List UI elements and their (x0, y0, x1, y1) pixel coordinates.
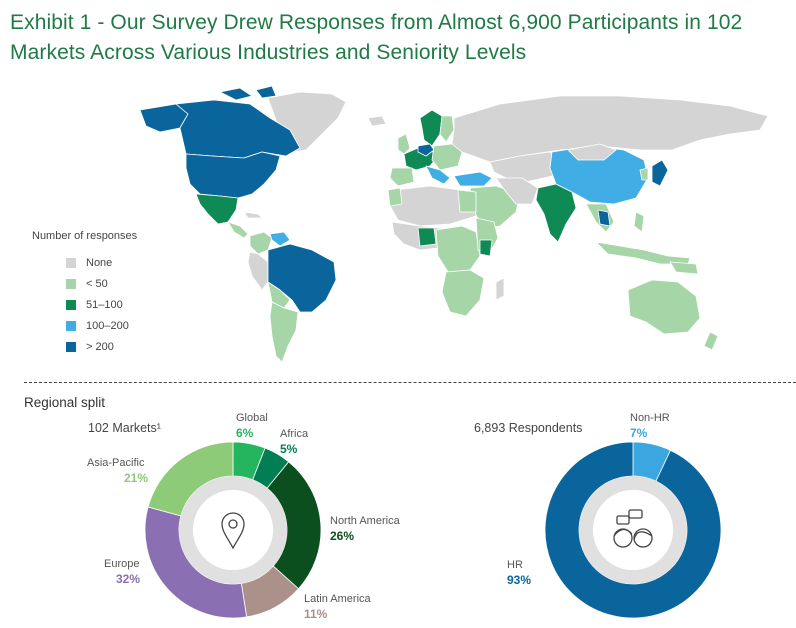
map-new-guinea (669, 261, 699, 275)
map-morocco (387, 187, 403, 207)
map-germany (417, 143, 435, 157)
slice-value-global: 6% (236, 426, 254, 440)
slice-label-hr: HR (507, 559, 523, 571)
slice-label-africa: Africa (280, 428, 309, 440)
slice-label-global: Global (236, 412, 268, 424)
world-map (139, 85, 769, 363)
map-nigeria (417, 227, 437, 247)
map-argentina (269, 301, 299, 363)
map-australia (627, 279, 701, 335)
legend-item: 51–100 (32, 294, 137, 315)
legend-item: > 200 (32, 336, 137, 357)
slice-label-non-hr: Non-HR (630, 412, 670, 424)
map-china (549, 145, 649, 205)
legend-item: 100–200 (32, 315, 137, 336)
slice-value-hr: 93% (507, 573, 532, 587)
markets-subtitle: 102 Markets¹ (88, 421, 161, 435)
map-central-america (227, 221, 249, 239)
map-philippines (633, 211, 645, 233)
map-finland (439, 115, 455, 143)
map-canada (175, 99, 301, 159)
donut-slice-europe (144, 506, 248, 619)
legend-title: Number of responses (32, 230, 138, 242)
map-iberia (389, 167, 415, 187)
legend-label: 100–200 (86, 319, 129, 332)
map-bolivia (267, 281, 291, 309)
slice-value-africa: 5% (280, 442, 298, 456)
map-central-africa (435, 225, 481, 273)
legend-label: < 50 (86, 277, 108, 290)
map-new-zealand (703, 331, 719, 351)
slice-label-latin-america: Latin America (304, 593, 371, 605)
legend-swatch (66, 320, 76, 331)
map-peru (247, 251, 269, 291)
legend-swatch (66, 341, 76, 352)
donut-center (193, 490, 273, 570)
map-madagascar (495, 277, 505, 301)
two-people-chat-icon (613, 509, 653, 548)
slice-value-europe: 32% (116, 572, 141, 586)
map-thailand (597, 209, 611, 227)
slice-label-europe: Europe (104, 558, 140, 570)
map-japan (651, 159, 669, 187)
donut-slice-hr (544, 441, 722, 619)
map-north-africa (389, 185, 477, 227)
slice-label-north-america: North America (330, 515, 400, 527)
page-title: Exhibit 1 - Our Survey Drew Responses fr… (10, 11, 743, 64)
map-turkey (453, 171, 493, 187)
map-arctic-islands (219, 85, 277, 101)
legend-label: > 200 (86, 340, 114, 353)
slice-value-asia-pacific: 21% (124, 471, 149, 485)
respondents-subtitle: 6,893 Respondents (474, 421, 583, 435)
map-iceland (367, 115, 387, 127)
legend-swatch (66, 299, 76, 310)
map-scandinavia (419, 109, 443, 147)
map-kenya (479, 239, 493, 257)
map-venezuela (269, 231, 291, 247)
legend-label: None (86, 256, 113, 269)
map-mongolia (567, 143, 617, 161)
map-legend: Number of responses None < 50 51–100 100… (32, 230, 137, 357)
legend-item: None (32, 252, 137, 273)
map-iran (495, 177, 539, 205)
map-indonesia (595, 241, 691, 265)
map-usa (185, 151, 281, 199)
location-pin-icon (221, 512, 245, 550)
map-italy-balkans (425, 165, 451, 185)
map-korea (639, 167, 649, 181)
map-central-asia (489, 151, 561, 183)
map-uk (397, 133, 411, 155)
map-southern-africa (441, 269, 485, 317)
map-caribbean (243, 211, 263, 219)
donut-center (593, 490, 673, 570)
slice-value-latin-america: 11% (304, 607, 328, 621)
legend-swatch (66, 257, 76, 268)
legend-swatch (66, 278, 76, 289)
legend-label: 51–100 (86, 298, 123, 311)
donut-inner-ring (179, 476, 287, 584)
donut-inner-ring (579, 476, 687, 584)
slice-value-north-america: 26% (330, 529, 355, 543)
regional-split-heading: Regional split (24, 395, 106, 410)
section-divider (24, 382, 796, 383)
map-russia (451, 95, 769, 163)
slice-label-asia-pacific: Asia-Pacific (87, 457, 145, 469)
slice-value-non-hr: 7% (630, 426, 648, 440)
donut-slice-asia-pacific (147, 441, 234, 517)
legend-item: < 50 (32, 273, 137, 294)
map-egypt (457, 189, 477, 213)
